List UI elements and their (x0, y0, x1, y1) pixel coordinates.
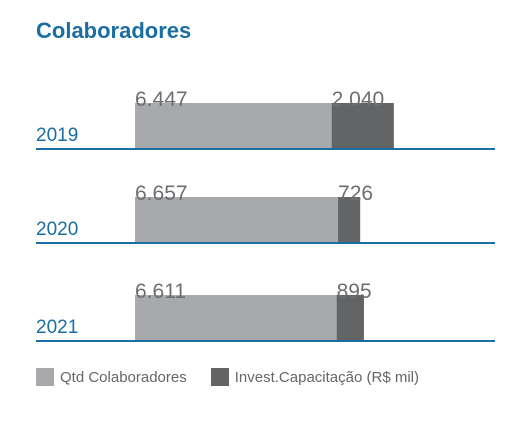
category-label-2021: 2021 (36, 317, 78, 338)
bar-qtd-colaboradores-2021 (135, 295, 337, 341)
legend: Qtd Colaboradores Invest.Capacitação (R$… (36, 368, 443, 386)
bar-invest-capacitacao-2019 (331, 103, 394, 149)
value-label-qtd-2020: 6.657 (135, 182, 188, 205)
bar-qtd-colaboradores-2019 (135, 103, 332, 149)
category-label-2019: 2019 (36, 125, 78, 146)
legend-item-invest-capacitacao: Invest.Capacitação (R$ mil) (210, 368, 419, 386)
category-label-2020: 2020 (36, 219, 78, 240)
legend-swatch-qtd-colaboradores (36, 368, 54, 386)
legend-label-qtd-colaboradores: Qtd Colaboradores (60, 368, 187, 386)
chart-title: Colaboradores (36, 18, 192, 43)
legend-label-invest-capacitacao: Invest.Capacitação (R$ mil) (234, 368, 419, 386)
legend-swatch-invest-capacitacao (210, 368, 229, 386)
value-label-qtd-2021: 6.611 (135, 280, 186, 303)
value-label-invest-2019: 2.040 (332, 88, 385, 111)
bar-invest-capacitacao-2021 (336, 295, 364, 341)
value-label-invest-2021: 895 (337, 280, 372, 303)
legend-item-qtd-colaboradores: Qtd Colaboradores (36, 368, 187, 386)
value-label-qtd-2019: 6.447 (135, 88, 188, 111)
value-label-invest-2020: 726 (338, 182, 373, 205)
bar-qtd-colaboradores-2020 (135, 197, 339, 243)
bar-invest-capacitacao-2020 (338, 197, 361, 243)
